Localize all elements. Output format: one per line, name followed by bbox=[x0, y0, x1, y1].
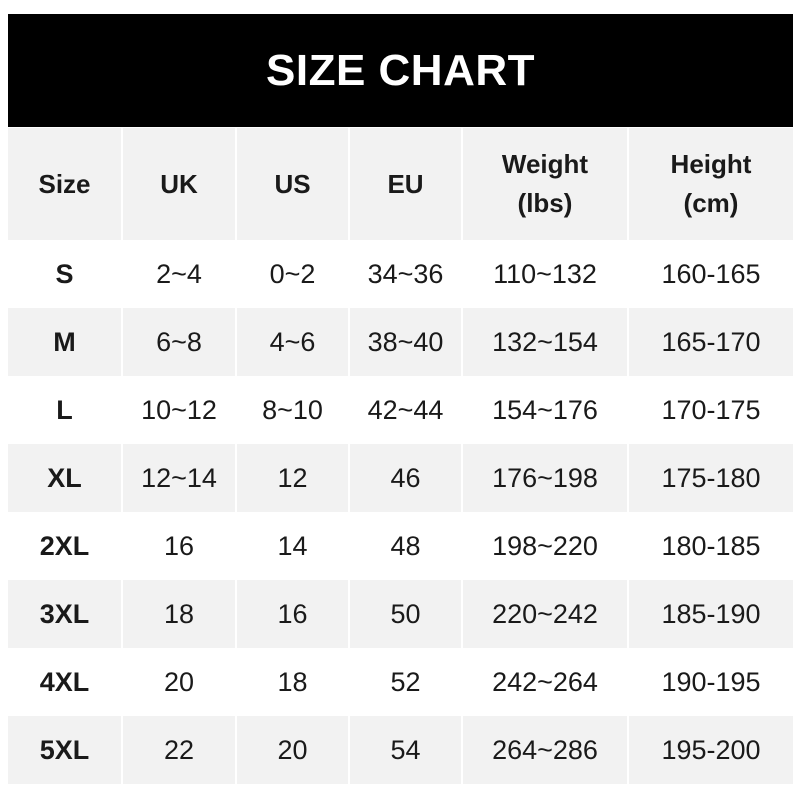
table-cell: 185-190 bbox=[628, 580, 793, 648]
column-header: EU bbox=[349, 128, 463, 240]
table-cell: 170-175 bbox=[661, 394, 761, 425]
table-cell: 0~2 bbox=[236, 240, 350, 308]
column-header: Size bbox=[8, 128, 123, 240]
table-cell: 198~220 bbox=[462, 512, 629, 580]
size-cell: 2XL bbox=[8, 512, 123, 580]
column-header: US bbox=[236, 128, 350, 240]
table-row: S 2~4 0~2 34~36 110~132 160-165 bbox=[8, 240, 793, 308]
size-cell: S bbox=[8, 240, 123, 308]
table-cell: 264~286 bbox=[462, 716, 629, 784]
column-header-label: Height bbox=[670, 149, 752, 179]
table-row: 5XL 22 20 54 264~286 195-200 bbox=[8, 716, 793, 784]
column-header-label: Size bbox=[38, 168, 91, 199]
table-cell: 190-195 bbox=[661, 666, 761, 697]
table-cell: 10~12 bbox=[122, 376, 237, 444]
table-cell: 22 bbox=[122, 716, 237, 784]
table-cell: 42~44 bbox=[349, 376, 463, 444]
table-cell: 54 bbox=[349, 716, 463, 784]
table-cell: 38~40 bbox=[349, 308, 463, 376]
column-header-unit: (cm) bbox=[683, 188, 739, 218]
table-cell: 180-185 bbox=[661, 530, 761, 561]
table-cell: 16 bbox=[236, 580, 350, 648]
table-cell: 165-170 bbox=[628, 308, 793, 376]
title-banner: SIZE CHART bbox=[8, 14, 793, 127]
size-cell: 5XL bbox=[8, 716, 123, 784]
table-cell: 18 bbox=[236, 648, 350, 716]
table-cell: 110~132 bbox=[462, 240, 629, 308]
table-cell: 14 bbox=[236, 512, 350, 580]
table-row: 4XL 20 18 52 242~264 190-195 bbox=[8, 648, 793, 716]
table-row: 2XL 16 14 48 198~220 180-185 bbox=[8, 512, 793, 580]
table-cell: 160-165 bbox=[661, 258, 761, 289]
table-cell: 132~154 bbox=[462, 308, 629, 376]
table-cell: 12~14 bbox=[122, 444, 237, 512]
size-cell: 4XL bbox=[8, 648, 123, 716]
table-cell: 176~198 bbox=[462, 444, 629, 512]
table-cell: 52 bbox=[349, 648, 463, 716]
table-cell: 50 bbox=[349, 580, 463, 648]
table-cell: 20 bbox=[236, 716, 350, 784]
table-cell: 6~8 bbox=[122, 308, 237, 376]
table-row: XL 12~14 12 46 176~198 175-180 bbox=[8, 444, 793, 512]
table-cell: 20 bbox=[122, 648, 237, 716]
table-cell: 34~36 bbox=[349, 240, 463, 308]
column-header-label: US bbox=[274, 168, 311, 199]
column-header-label: UK bbox=[160, 168, 198, 199]
page-title: SIZE CHART bbox=[266, 45, 535, 95]
table-cell: 154~176 bbox=[462, 376, 629, 444]
size-cell: L bbox=[8, 376, 123, 444]
table-cell: 4~6 bbox=[236, 308, 350, 376]
table-cell: 195-200 bbox=[628, 716, 793, 784]
table-cell: 220~242 bbox=[462, 580, 629, 648]
table-row: M 6~8 4~6 38~40 132~154 165-170 bbox=[8, 308, 793, 376]
header-row: Size UK US EU Weight (lbs) Height (cm) bbox=[8, 128, 793, 240]
table-cell: 46 bbox=[349, 444, 463, 512]
table-row: 3XL 18 16 50 220~242 185-190 bbox=[8, 580, 793, 648]
table-cell: 2~4 bbox=[122, 240, 237, 308]
size-cell: XL bbox=[8, 444, 123, 512]
size-cell: 3XL bbox=[8, 580, 123, 648]
table-cell: 18 bbox=[122, 580, 237, 648]
table-row: L 10~12 8~10 42~44 154~176 170-175 bbox=[8, 376, 793, 444]
table-cell: 242~264 bbox=[462, 648, 629, 716]
table-cell: 48 bbox=[349, 512, 463, 580]
column-header-label: Weight bbox=[501, 149, 589, 179]
table-cell: 12 bbox=[236, 444, 350, 512]
column-header: UK bbox=[122, 128, 237, 240]
column-header: Weight (lbs) bbox=[462, 128, 629, 240]
size-chart-table: Size UK US EU Weight (lbs) Height (cm) S 2~4 0~2 3… bbox=[8, 128, 793, 784]
table-cell: 175-180 bbox=[628, 444, 793, 512]
column-header: Height (cm) bbox=[628, 128, 793, 240]
size-cell: M bbox=[8, 308, 123, 376]
table-cell: 8~10 bbox=[236, 376, 350, 444]
table-cell: 16 bbox=[122, 512, 237, 580]
column-header-label: EU bbox=[387, 168, 424, 199]
column-header-unit: (lbs) bbox=[517, 188, 573, 218]
